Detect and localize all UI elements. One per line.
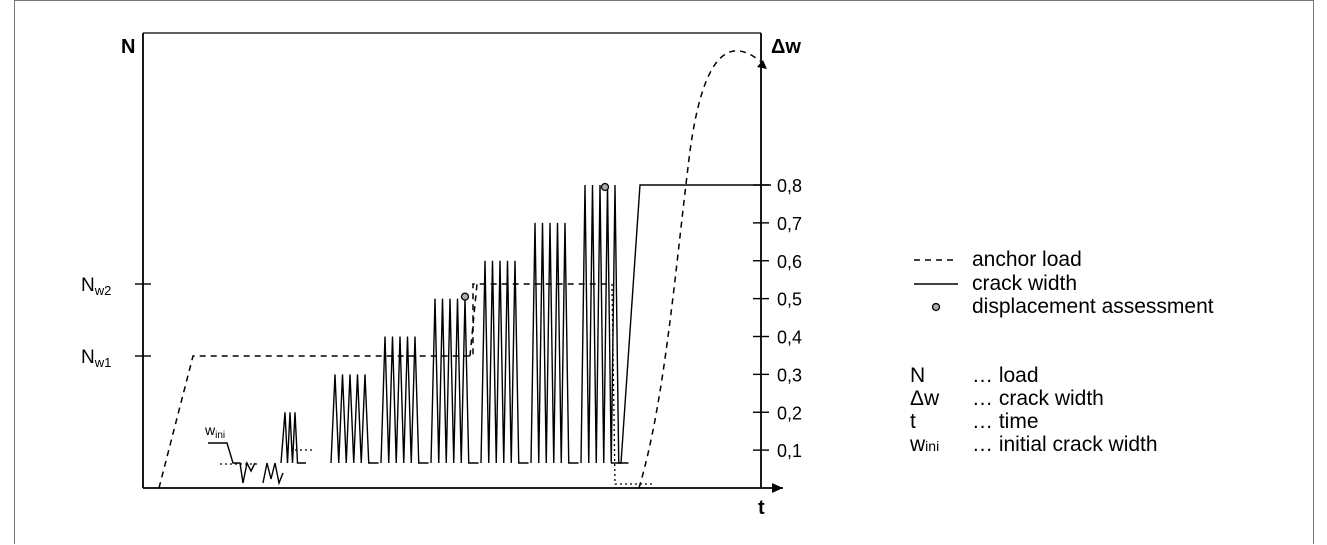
winit-label: wini [204, 422, 225, 441]
x-axis-label: t [758, 497, 765, 519]
legend-label: crack width [972, 272, 1078, 295]
right-tick-label: 0,8 [777, 176, 802, 196]
right-tick-label: 0,7 [777, 214, 802, 234]
crack-width-cycle-group [280, 412, 306, 464]
crack-width-cycle-group [330, 374, 379, 464]
anchor-load-crack-width-chart: N Δw t Nw2 Nw1 0,1 0,2 0,3 0,4 0,5 0,6 0,7 0,8 wini [81, 32, 802, 519]
right-tick-label: 0,1 [777, 441, 802, 461]
crack-width-cycle-group [530, 222, 579, 464]
right-tick-label: 0,6 [777, 252, 802, 272]
anchor-load-line [158, 283, 612, 489]
crack-width-cycle-group [480, 260, 529, 464]
x-axis-arrow-icon [772, 483, 783, 493]
left-axis-label: N [121, 36, 135, 58]
figure-frame: N Δw t Nw2 Nw1 0,1 0,2 0,3 0,4 0,5 0,6 0,7 0,8 wini a… [14, 0, 1314, 544]
circle-marker-icon [931, 302, 941, 312]
legend-label: anchor load [972, 248, 1082, 271]
definition-text: … load [972, 364, 1039, 387]
crack-width-cycle-group [580, 184, 629, 464]
anchor-load-step [469, 283, 478, 357]
legend-label: displacement assessment [972, 295, 1214, 318]
right-tick-label: 0,2 [777, 403, 802, 423]
crack-width-final [611, 184, 771, 464]
displacement-marker-0 [460, 292, 470, 301]
crack-width-cycle-group [430, 298, 479, 464]
definition-symbol: t [910, 410, 916, 433]
solid-line-icon [914, 283, 958, 285]
right-tick-label: 0,4 [777, 328, 802, 348]
displacement-marker-1 [600, 182, 610, 192]
definition-symbol: Δw [910, 387, 940, 410]
definition-symbol: wini [910, 433, 940, 456]
failure-arrow-icon [757, 60, 767, 69]
left-tick-label: Nw2 [81, 275, 111, 298]
right-axis-label: Δw [771, 36, 801, 58]
definition-symbol: N [910, 364, 926, 387]
left-tick-label: Nw1 [81, 347, 111, 370]
definition-text: … initial crack width [972, 433, 1158, 456]
right-tick-label: 0,3 [777, 365, 802, 385]
right-tick-label: 0,5 [777, 290, 802, 310]
definition-text: … crack width [972, 387, 1104, 410]
crack-width-cycle-group [380, 336, 429, 464]
crack-width-initial [208, 442, 256, 484]
dashed-line-icon [914, 259, 958, 261]
definition-text: … time [972, 410, 1039, 433]
crack-width-cycles-small [262, 462, 284, 486]
anchor-load-failure-curve [638, 50, 761, 489]
